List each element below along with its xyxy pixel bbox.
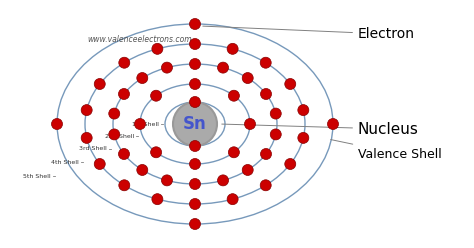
Ellipse shape — [190, 158, 201, 169]
Ellipse shape — [135, 119, 146, 129]
Ellipse shape — [261, 89, 272, 99]
Ellipse shape — [190, 59, 201, 69]
Ellipse shape — [261, 149, 272, 159]
Ellipse shape — [242, 72, 253, 84]
Ellipse shape — [285, 79, 296, 90]
Ellipse shape — [152, 194, 163, 205]
Ellipse shape — [228, 90, 239, 101]
Ellipse shape — [137, 164, 148, 176]
Ellipse shape — [190, 218, 201, 229]
Ellipse shape — [94, 158, 105, 169]
Ellipse shape — [298, 132, 309, 143]
Ellipse shape — [190, 179, 201, 189]
Ellipse shape — [173, 102, 217, 146]
Ellipse shape — [270, 129, 281, 140]
Ellipse shape — [118, 89, 129, 99]
Ellipse shape — [190, 96, 201, 107]
Ellipse shape — [152, 43, 163, 54]
Ellipse shape — [190, 141, 201, 152]
Ellipse shape — [119, 57, 130, 68]
Ellipse shape — [109, 108, 120, 119]
Ellipse shape — [162, 175, 173, 186]
Ellipse shape — [151, 90, 162, 101]
Ellipse shape — [94, 79, 105, 90]
Ellipse shape — [218, 62, 228, 73]
Text: 2nd Shell: 2nd Shell — [105, 133, 134, 138]
Ellipse shape — [190, 79, 201, 90]
Ellipse shape — [81, 105, 92, 116]
Text: 1st Shell: 1st Shell — [132, 122, 159, 126]
Ellipse shape — [227, 43, 238, 54]
Ellipse shape — [270, 108, 281, 119]
Text: 3rd Shell: 3rd Shell — [79, 147, 107, 152]
Ellipse shape — [109, 129, 120, 140]
Ellipse shape — [285, 158, 296, 169]
Ellipse shape — [218, 175, 228, 186]
Ellipse shape — [260, 180, 271, 191]
Ellipse shape — [227, 194, 238, 205]
Ellipse shape — [298, 105, 309, 116]
Text: Sn: Sn — [183, 115, 207, 133]
Ellipse shape — [162, 62, 173, 73]
Ellipse shape — [242, 164, 253, 176]
Ellipse shape — [190, 19, 201, 30]
Ellipse shape — [151, 147, 162, 158]
Text: Electron: Electron — [203, 26, 415, 41]
Ellipse shape — [190, 198, 201, 210]
Text: Nucleus: Nucleus — [222, 122, 419, 136]
Ellipse shape — [245, 119, 255, 129]
Ellipse shape — [118, 149, 129, 159]
Ellipse shape — [260, 57, 271, 68]
Ellipse shape — [81, 132, 92, 143]
Ellipse shape — [190, 38, 201, 50]
Ellipse shape — [119, 180, 130, 191]
Ellipse shape — [137, 72, 148, 84]
Ellipse shape — [328, 119, 338, 129]
Ellipse shape — [52, 119, 63, 129]
Text: Valence Shell: Valence Shell — [331, 140, 442, 160]
Text: www.valenceelectrons.com: www.valenceelectrons.com — [88, 34, 192, 43]
Ellipse shape — [228, 147, 239, 158]
Text: 4th Shell: 4th Shell — [51, 159, 79, 164]
Text: 5th Shell: 5th Shell — [23, 174, 51, 179]
